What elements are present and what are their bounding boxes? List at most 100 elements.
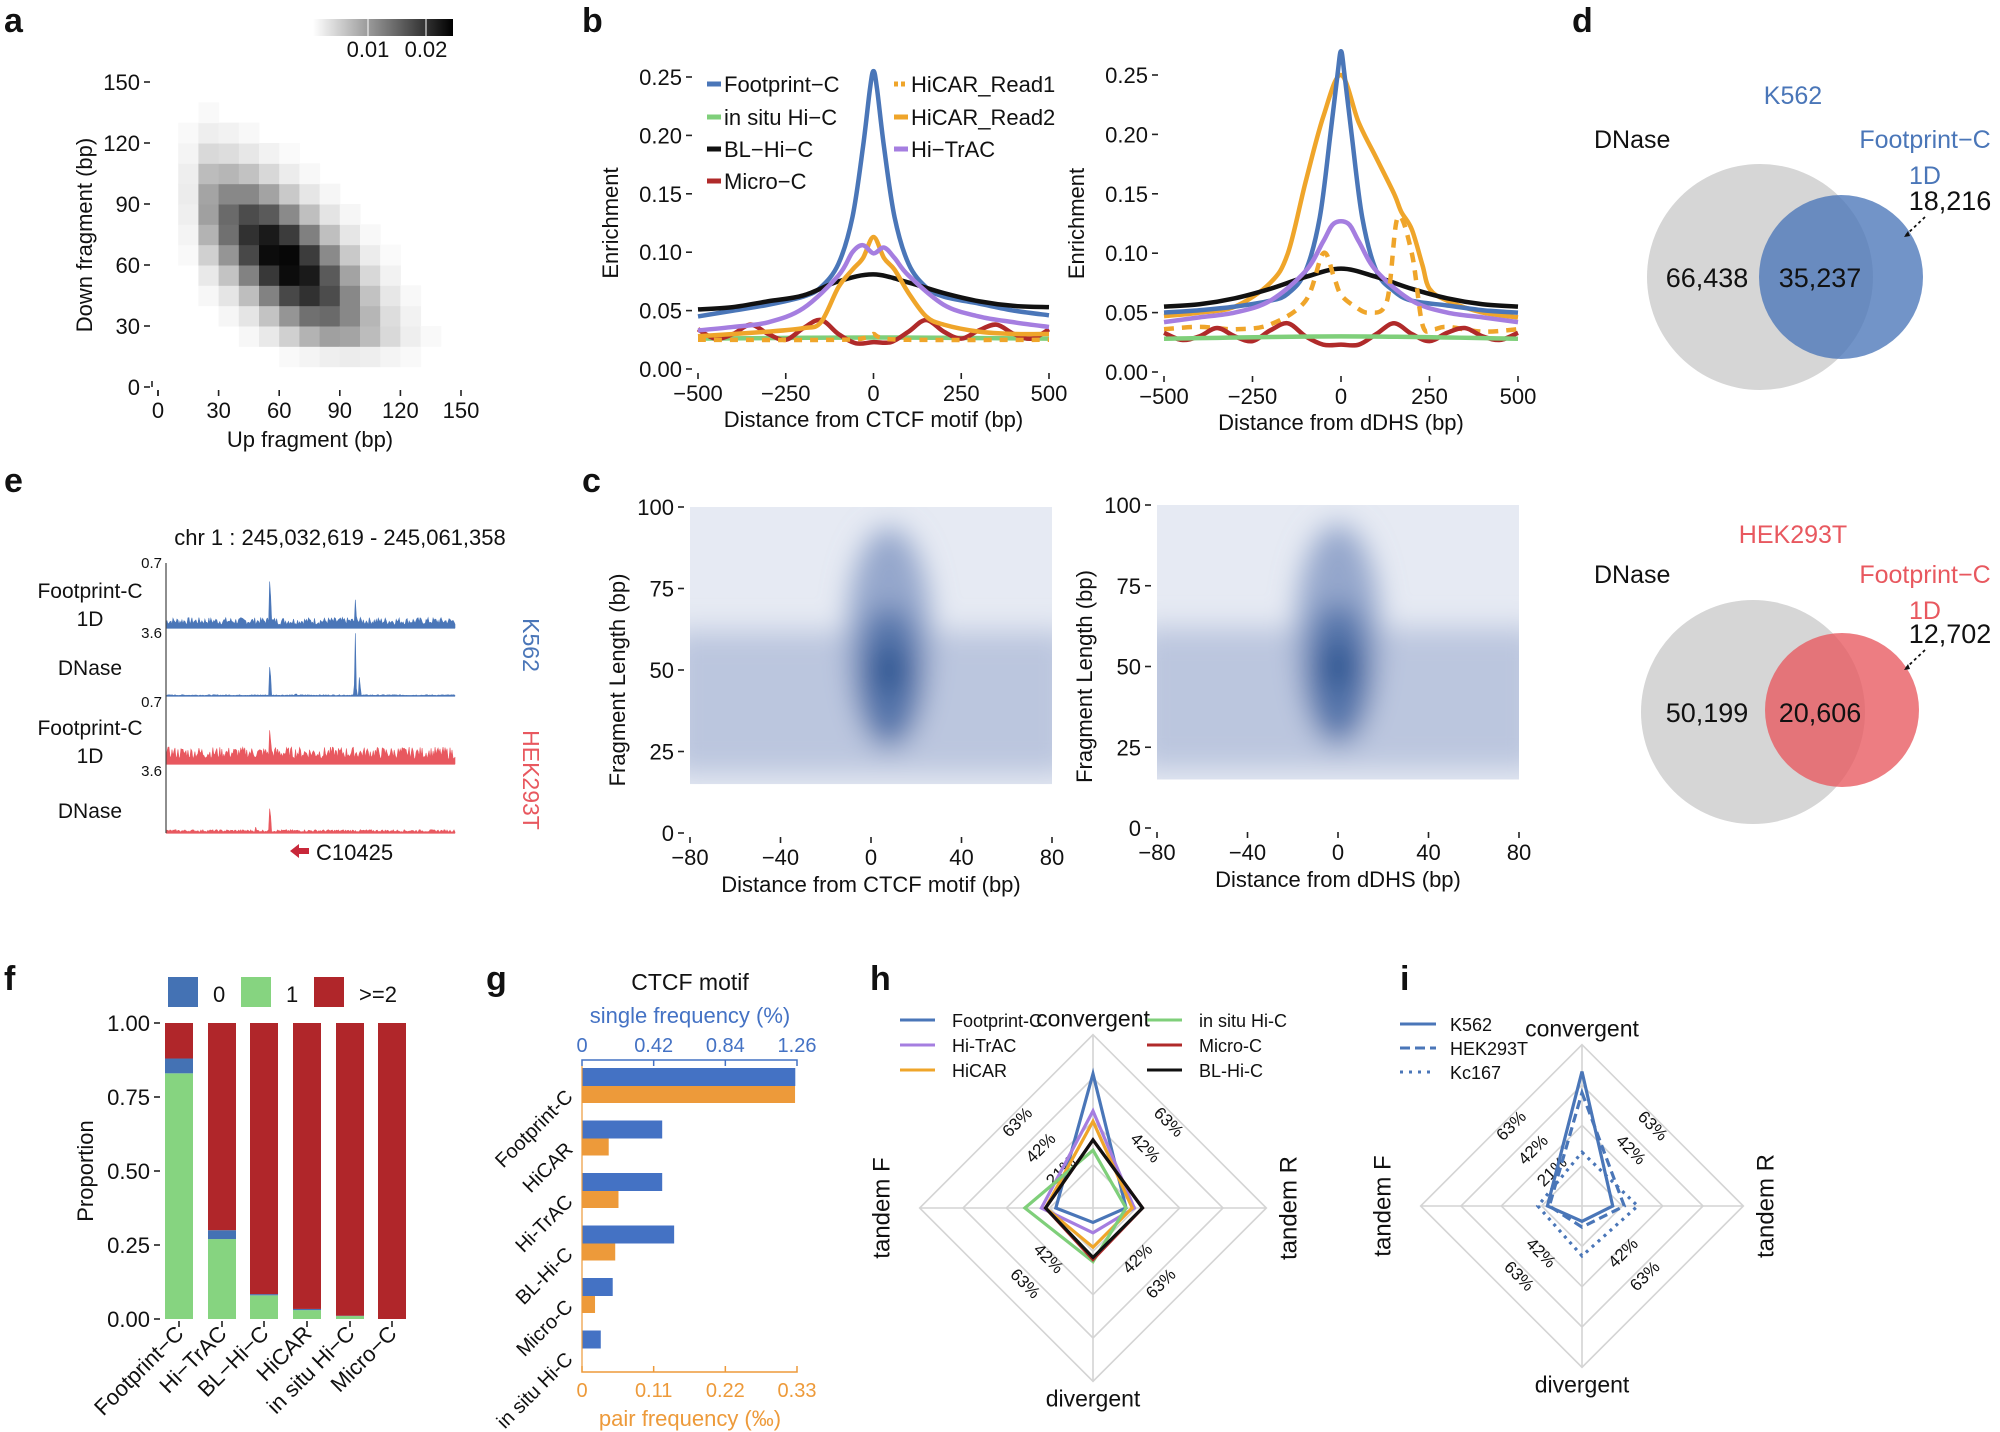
heatmap-cell [400,285,422,307]
bar-segment-zero [250,1294,278,1296]
vplot-blobs [1157,524,1519,770]
heatmap-cell [198,183,220,205]
heatmap-cell [339,346,361,368]
radar-axis-label-tandem-f: tandem F [869,1157,896,1258]
top-tick-label: 0.84 [706,1035,745,1057]
heatmap-cell [218,163,240,185]
heatmap-cell [299,163,321,185]
venn-count-footprint-only: 18,216 [1909,186,1992,216]
panel-a-fragment-heatmap: 0 30 60 90 120 150 0 30 60 90 120 150 Up fragment (b… [72,19,479,452]
panel-d-venn: K562 DNase Footprint−C 1D 66,438 35,237 18,216… [1594,82,1991,824]
heatmap-cell [339,265,361,286]
heatmap-cell [198,265,220,286]
radar-ring-label: 63% [999,1103,1036,1140]
venn-count-overlap: 35,237 [1779,263,1862,293]
heatmap-cell [279,163,300,185]
track-scale: 0.7 [141,694,162,711]
heatmap-cell [380,244,401,266]
bar-segment-one [208,1239,236,1319]
track-label: Footprint-C [37,717,142,740]
bar-segment-zero [165,1058,193,1074]
legend-label: 0 [213,982,225,1007]
x-axis-label: Distance from CTCF motif (bp) [721,872,1021,897]
venn-title: K562 [1764,82,1822,110]
heatmap-cell [339,224,361,246]
density-peak [1322,642,1354,691]
x-axis-label: Distance from CTCF motif (bp) [724,407,1024,432]
bar-single-frequency [582,1173,663,1191]
top-axis-label: single frequency (%) [590,1003,791,1028]
heatmap-cell [178,143,199,164]
heatmap-cell [198,163,220,185]
radar-series-k562 [1545,1071,1615,1224]
y-tick-label: 0.15 [1105,182,1148,207]
heatmap-cell [218,265,240,286]
panel-label-h: h [870,960,891,998]
y-tick-label: 100 [637,495,674,520]
y-tick-label: 30 [116,314,140,339]
heatmap-cell [339,244,361,266]
legend-label: BL-Hi-C [1199,1061,1263,1081]
track-label: Footprint-C [37,580,142,603]
heatmap-cell [360,346,381,368]
radar-axis-label-convergent: convergent [1036,1006,1150,1032]
axis-corner [151,381,159,396]
venn-hek293t: HEK293T DNase Footprint−C 1D 50,199 20,606 12,… [1594,521,1991,824]
panel-c-dhs-vplot: 0 25 50 75 100 −80 −40 0 40 80 Distance from dDHS … [1072,493,1531,892]
radar-series-kc167 [1535,1149,1641,1259]
heatmap-cell [238,224,260,246]
gene-name: C10425 [316,840,393,865]
x-tick-label: −250 [761,381,811,406]
y-tick-label: 0 [662,821,674,846]
heatmap-cell [259,143,280,164]
radar-axis-label-divergent: divergent [1535,1371,1630,1397]
track-k562-footprintc: 0.7 Footprint-C 1D [37,555,456,631]
radar-ring-label: 42% [1522,1234,1559,1271]
bar-segment-two [250,1023,278,1295]
bottom-axis [581,1366,798,1373]
legend-label: Kc167 [1450,1063,1501,1083]
heatmap-cell [238,143,260,164]
venn-title: HEK293T [1739,521,1847,549]
heatmap-cell [319,244,341,266]
legend-label: BL−Hi−C [724,137,813,162]
bar-stack-footprint-c [165,1023,193,1319]
y-tick-label: 0.25 [1105,63,1148,88]
heatmap-cell [360,285,381,307]
y-tick-label: 0.00 [107,1307,150,1332]
y-tick-label: 120 [103,131,140,156]
y-tick-label: 1.00 [107,1011,150,1036]
x-tick-label: 60 [267,398,291,423]
panel-label-i: i [1400,960,1409,998]
heatmap-cell [380,346,401,368]
panel-b-ctcf-enrichment: 0.00 0.05 0.10 0.15 0.20 0.25 −500 −250 0 250 500 D… [598,65,1067,432]
heatmap-cell [299,244,321,266]
heatmap-cell [279,143,300,164]
venn-count-dnase-only: 50,199 [1666,698,1749,728]
legend-label: HiCAR [952,1061,1007,1081]
heatmap-cell [218,224,240,246]
heatmap-cell [339,285,361,307]
heatmap-cell [259,183,280,205]
y-tick-label: 0 [128,375,140,400]
y-tick-label: 60 [116,253,140,278]
category-label: Hi-TrAC [511,1191,577,1257]
heatmap-cell [259,326,280,347]
y-tick-label: 50 [650,658,674,683]
bottom-axis-label: pair frequency (‰) [599,1406,781,1431]
colorbar-tick-label: 0.01 [347,37,390,62]
panel-label-b: b [582,2,603,40]
venn-label-footprint: Footprint−C [1859,126,1990,154]
heatmap-cell [319,305,341,327]
y-tick-label: 150 [103,70,140,95]
panel-label-d: d [1572,2,1593,40]
heatmap-cell [198,122,220,144]
bar-single-frequency [582,1068,796,1086]
bar-segment-two [336,1023,364,1316]
vplot-density [1157,505,1519,780]
radar-series-hek293t [1547,1087,1627,1229]
density-peak [873,646,906,694]
track-hek293t-footprintc: 0.7 Footprint-C 1D [37,694,456,768]
x-tick-label: −40 [762,845,799,870]
heatmap-cell [380,305,401,327]
